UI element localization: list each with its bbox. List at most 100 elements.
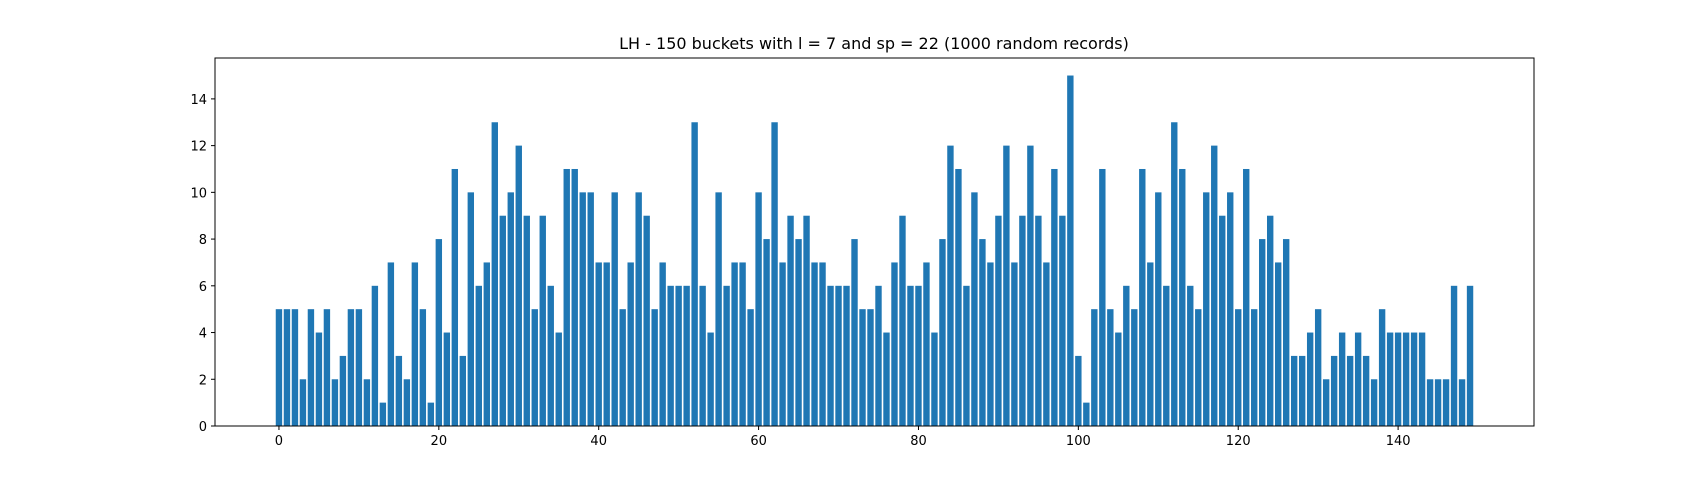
bar-34 (547, 285, 554, 426)
bar-9 (347, 309, 355, 426)
bar-26 (483, 262, 490, 426)
x-tick-label: 20 (431, 434, 448, 449)
bar-118 (1219, 215, 1226, 426)
bar-65 (795, 239, 802, 426)
plot-frame (214, 57, 1535, 427)
bar-96 (1043, 262, 1050, 426)
bar-5 (315, 332, 323, 426)
bar-20 (435, 239, 443, 426)
bar-8 (339, 355, 347, 426)
bar-111 (1163, 285, 1170, 426)
bar-74 (867, 309, 874, 426)
bar-91 (1003, 145, 1010, 426)
bar-139 (1386, 332, 1394, 426)
bar-44 (627, 262, 634, 426)
bar-59 (747, 309, 754, 426)
bar-131 (1322, 379, 1330, 426)
bar-30 (515, 145, 522, 426)
bar-18 (419, 309, 427, 426)
bar-86 (963, 285, 970, 426)
x-tick-label: 80 (910, 434, 927, 449)
bar-89 (987, 262, 994, 426)
bar-22 (451, 168, 459, 426)
y-axis: 0 2 4 6 8 10 12 14 (190, 93, 215, 435)
bar-99 (1067, 75, 1074, 427)
bar-129 (1306, 332, 1314, 426)
bar-90 (995, 215, 1002, 426)
bar-83 (939, 239, 946, 426)
bar-12 (371, 285, 379, 426)
bar-138 (1378, 309, 1386, 426)
bar-24 (467, 192, 475, 426)
bar-120 (1235, 309, 1242, 426)
bar-147 (1450, 285, 1458, 426)
bar-47 (651, 309, 658, 426)
bar-79 (907, 285, 914, 426)
bar-110 (1155, 192, 1162, 426)
bar-95 (1035, 215, 1042, 426)
x-tick-label: 100 (1066, 434, 1091, 449)
x-tick-label: 60 (750, 434, 767, 449)
bar-58 (739, 262, 746, 426)
bar-69 (827, 285, 834, 426)
bar-80 (915, 285, 922, 426)
bar-115 (1195, 309, 1202, 426)
bar-85 (955, 168, 962, 426)
bar-149 (1466, 285, 1474, 426)
bar-134 (1346, 355, 1354, 426)
bar-41 (603, 262, 610, 426)
bar-92 (1011, 262, 1018, 426)
y-tick-label: 2 (199, 373, 207, 388)
bar-133 (1338, 332, 1346, 426)
bar-141 (1402, 332, 1410, 426)
bar-119 (1227, 192, 1234, 426)
bar-123 (1259, 239, 1266, 426)
bar-71 (843, 285, 850, 426)
bar-48 (659, 262, 666, 426)
bar-140 (1394, 332, 1402, 426)
bar-15 (395, 355, 403, 426)
bar-113 (1179, 168, 1186, 426)
bar-108 (1139, 168, 1146, 426)
bar-21 (443, 332, 451, 426)
bar-16 (403, 379, 411, 426)
bar-105 (1115, 332, 1122, 426)
bar-70 (835, 285, 842, 426)
bar-57 (731, 262, 738, 426)
bar-6 (323, 309, 331, 426)
bar-142 (1410, 332, 1418, 426)
bar-127 (1290, 355, 1298, 426)
bar-114 (1187, 285, 1194, 426)
bar-128 (1298, 355, 1306, 426)
bar-146 (1442, 379, 1450, 426)
bar-76 (883, 332, 890, 426)
bar-45 (635, 192, 642, 426)
y-tick-label: 10 (190, 186, 207, 201)
bar-67 (811, 262, 818, 426)
bar-4 (307, 309, 315, 426)
bar-103 (1099, 168, 1106, 426)
bar-62 (771, 122, 778, 426)
y-tick-label: 6 (199, 280, 207, 295)
bar-81 (923, 262, 930, 426)
bar-82 (931, 332, 938, 426)
bar-117 (1211, 145, 1218, 426)
bar-7 (331, 379, 339, 426)
bar-121 (1243, 168, 1250, 426)
bar-137 (1370, 379, 1378, 426)
x-tick-label: 0 (275, 434, 283, 449)
bar-3 (299, 379, 307, 426)
bar-19 (427, 402, 435, 426)
x-tick-label: 120 (1226, 434, 1251, 449)
bar-40 (595, 262, 602, 426)
bar-116 (1203, 192, 1210, 426)
bar-125 (1274, 262, 1282, 426)
bar-35 (555, 332, 562, 426)
bar-14 (387, 262, 395, 426)
bar-31 (523, 215, 530, 426)
bar-122 (1251, 309, 1258, 426)
x-tick-label: 40 (590, 434, 607, 449)
bar-77 (891, 262, 898, 426)
